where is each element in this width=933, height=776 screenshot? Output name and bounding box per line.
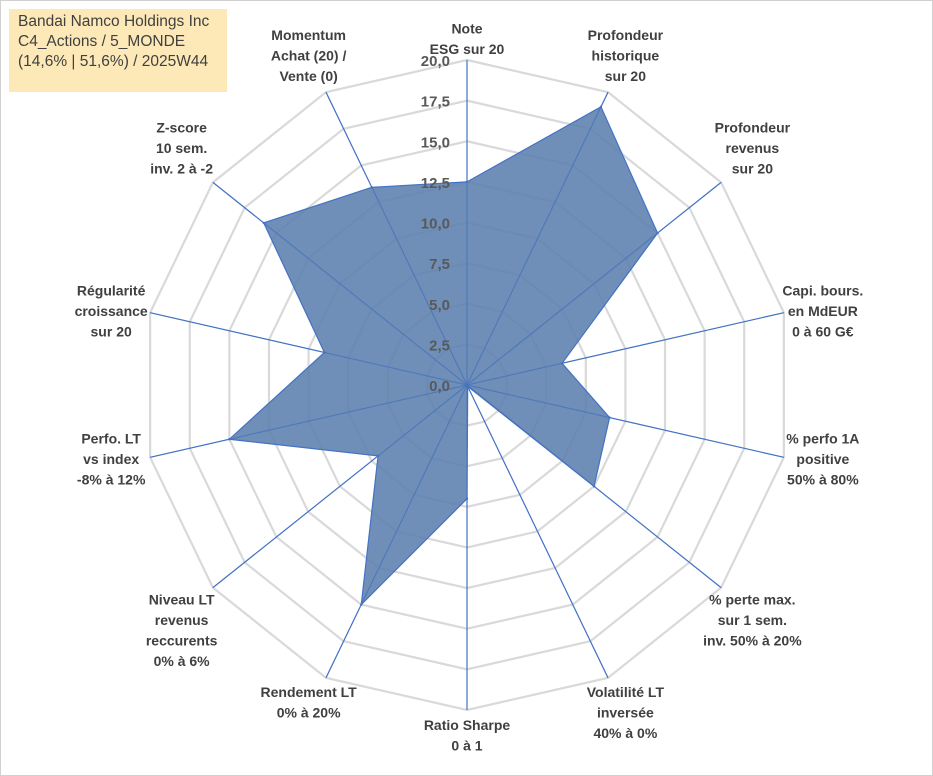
tick-label: 7,5 [429, 256, 450, 273]
spoke-line-overlay [325, 92, 468, 386]
spoke-line-overlay [212, 384, 468, 588]
tick-label: 12,5 [421, 175, 450, 192]
spoke-line-overlay [466, 312, 784, 386]
radar-spokes-overlay [150, 60, 784, 710]
axis-label-volatilite-lt: Volatilité LT inversée 40% à 0% [587, 684, 665, 741]
info-box: Bandai Namco Holdings Inc C4_Actions / 5… [9, 9, 227, 92]
axis-label-perfo-lt: Perfo. LT vs index -8% à 12% [77, 431, 146, 488]
axis-label-momentum: Momentum Achat (20) / Vente (0) [271, 27, 347, 84]
axis-label-note: Note ESG sur 20 [430, 21, 505, 58]
tick-label: 5,0 [429, 297, 450, 314]
company-name: Bandai Namco Holdings Inc [18, 13, 210, 30]
axis-label-perfo-1a: % perfo 1A positive 50% à 80% [786, 431, 859, 488]
spoke-line-overlay [150, 312, 468, 386]
axis-label-profondeur: Profondeur historique sur 20 [588, 27, 664, 84]
axis-label-ratio-sharpe: Ratio Sharpe 0 à 1 [424, 717, 511, 754]
tick-label: 10,0 [421, 216, 450, 233]
tick-label: 20,0 [421, 53, 450, 70]
spoke-line-overlay [466, 384, 722, 588]
tick-label: 17,5 [421, 94, 450, 111]
tick-label: 2,5 [429, 337, 450, 354]
spoke-line-overlay [150, 384, 468, 458]
category-line: C4_Actions / 5_MONDE [18, 33, 186, 50]
radial-tick-labels: 0,0 2,5 5,0 7,5 10,0 12,5 15,0 17,5 20,0 [421, 53, 450, 395]
axis-label-perte-max: % perte max. sur 1 sem. inv. 50% à 20% [703, 592, 802, 649]
spoke-line-overlay [466, 384, 784, 458]
spoke-line-overlay [212, 182, 468, 386]
spoke-line-overlay [466, 182, 722, 386]
stats-line: (14,6% | 51,6%) / 2025W44 [18, 53, 209, 70]
axis-label-z-score: Z-score 10 sem. inv. 2 à -2 [150, 119, 213, 176]
axis-label-niveau-lt: Niveau LT revenus reccurents 0% à 6% [146, 592, 218, 670]
tick-label: 15,0 [421, 134, 450, 151]
spoke-line-overlay [466, 92, 609, 386]
axis-label-capi-bours: Capi. bours. en MdEUR 0 à 60 G€ [782, 282, 863, 339]
axis-label-rendement-lt: Rendement LT 0% à 20% [261, 684, 358, 721]
axis-labels: Note ESG sur 20 Profondeur historique sur 20… [75, 21, 864, 754]
spoke-line-overlay [325, 384, 468, 678]
spoke-line-overlay [466, 384, 609, 678]
axis-label-regularite: Régularité croissance sur 20 [75, 282, 148, 339]
tick-label: 0,0 [429, 378, 450, 395]
axis-label-profondeur: Profondeur revenus sur 20 [715, 119, 791, 176]
